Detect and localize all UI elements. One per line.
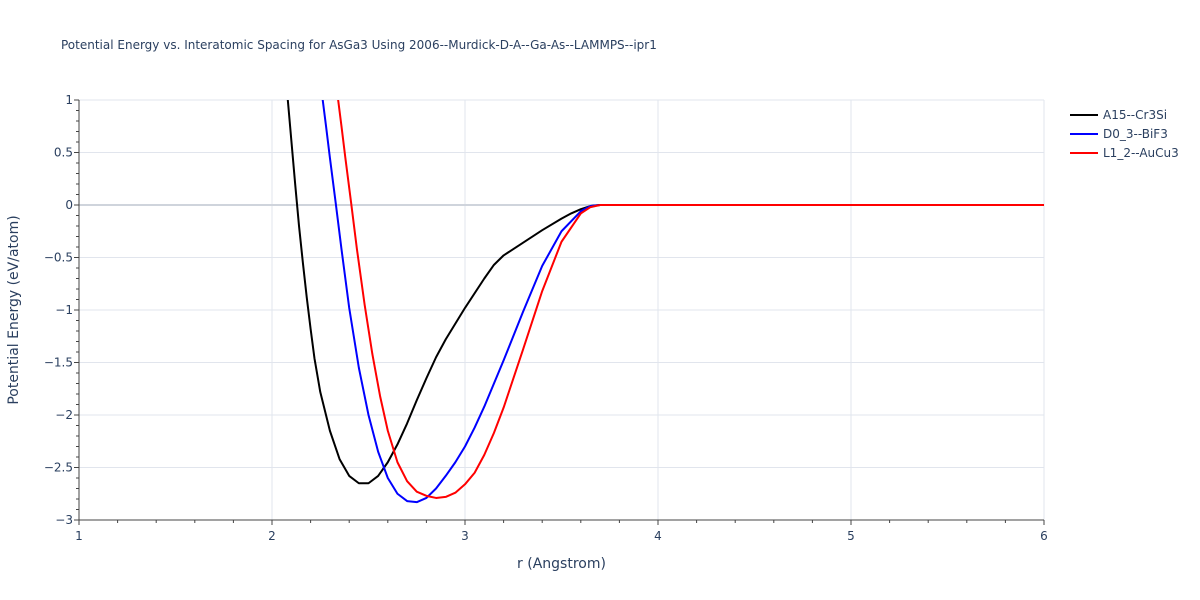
y-tick-label: 0	[65, 198, 73, 212]
grid	[79, 99, 1045, 521]
axes	[74, 99, 1045, 525]
x-axis-title: r (Angstrom)	[517, 556, 606, 572]
chart-title: Potential Energy vs. Interatomic Spacing…	[61, 38, 657, 52]
y-tick-label: −2.5	[44, 461, 73, 475]
y-tick-labels: 1 0.5 0 −0.5 −1 −1.5 −2 −2.5 −3	[44, 93, 73, 527]
x-tick-label: 3	[461, 529, 469, 543]
y-axis-title: Potential Energy (eV/atom)	[6, 215, 22, 404]
x-tick-label: 4	[654, 529, 662, 543]
x-tick-label: 2	[268, 529, 276, 543]
y-tick-label: −3	[55, 513, 73, 527]
series-group	[286, 100, 1044, 504]
y-tick-label: −0.5	[44, 251, 73, 265]
y-tick-label: −2	[55, 408, 73, 422]
x-tick-label: 6	[1040, 529, 1048, 543]
y-tick-label: 1	[65, 93, 73, 107]
legend-label: L1_2--AuCu3	[1103, 146, 1179, 160]
legend-item[interactable]: A15--Cr3Si	[1070, 108, 1167, 122]
x-tick-label: 5	[847, 529, 855, 543]
y-tick-label: −1	[55, 303, 73, 317]
y-tick-label: 0.5	[54, 146, 73, 160]
series-line-d0-3-bif3	[321, 100, 1044, 504]
x-tick-labels: 1 2 3 4 5 6	[75, 529, 1048, 543]
y-tick-label: −1.5	[44, 356, 73, 370]
series-line-l1-2-aucu3	[337, 100, 1044, 499]
legend-item[interactable]: D0_3--BiF3	[1070, 127, 1168, 141]
legend-item[interactable]: L1_2--AuCu3	[1070, 146, 1179, 160]
legend[interactable]: A15--Cr3Si D0_3--BiF3 L1_2--AuCu3	[1070, 108, 1179, 160]
legend-label: D0_3--BiF3	[1103, 127, 1168, 141]
x-tick-label: 1	[75, 529, 83, 543]
legend-label: A15--Cr3Si	[1103, 108, 1167, 122]
series-line-a15-cr3si	[286, 100, 1044, 485]
